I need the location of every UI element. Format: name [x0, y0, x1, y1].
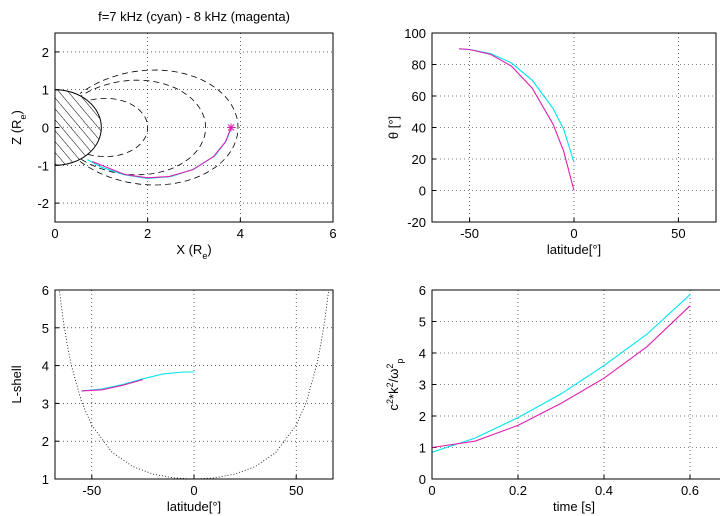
axes-box [431, 32, 717, 223]
y-label: c2*k2/ω2p [385, 359, 405, 411]
label-part: 2 [385, 364, 395, 369]
field-line [81, 79, 207, 176]
field-line [79, 69, 239, 186]
x-tick-label: -50 [82, 483, 101, 498]
axes-background [55, 290, 333, 479]
series-line [432, 305, 691, 449]
series-line [58, 290, 330, 479]
y-label: L-shell [9, 365, 24, 403]
series-line [432, 294, 691, 453]
chart-title: f=7 kHz (cyan) - 8 kHz (magenta) [98, 9, 290, 24]
y-tick-label: 0 [42, 121, 49, 136]
y-tick-label: 2 [419, 409, 426, 424]
x-tick-label: 0 [190, 483, 197, 498]
x-label: latitude[°] [167, 499, 221, 514]
y-tick-label: 3 [42, 396, 49, 411]
y-tick-label: 5 [419, 315, 426, 330]
y-tick-label: 4 [42, 359, 49, 374]
series-line [81, 371, 194, 392]
label-part: ) [9, 110, 24, 114]
x-tick-label: 0 [570, 226, 577, 241]
axes-box [54, 289, 334, 480]
series-line [459, 48, 575, 191]
y-tick-label: 1 [42, 83, 49, 98]
y-tick-label: -2 [37, 196, 49, 211]
y-tick-label: 0 [419, 184, 426, 199]
label-part: c [386, 403, 401, 410]
label-part: /ω [386, 369, 401, 383]
y-tick-label: 2 [42, 434, 49, 449]
y-tick-label: 40 [412, 121, 426, 136]
label-part: 2 [385, 382, 395, 387]
x-tick-label: 50 [671, 226, 685, 241]
y-tick-label: -20 [407, 215, 426, 230]
y-tick-label: 100 [404, 26, 426, 41]
x-tick-label: 50 [289, 483, 303, 498]
series-line [91, 127, 232, 179]
field-line [87, 98, 149, 157]
y-tick-label: 80 [412, 58, 426, 73]
axes: -50 0 50 -20 0 20 40 60 80 100 [404, 26, 717, 241]
label-part: e [18, 115, 28, 120]
x-tick-label: 2 [144, 226, 151, 241]
label-part: e [202, 251, 207, 261]
earth [55, 89, 102, 166]
label-part: Z (R [9, 120, 24, 145]
plot-area [58, 290, 330, 479]
x-tick-label: 0 [51, 226, 58, 241]
x-label: latitude[°] [547, 242, 601, 257]
plot-area [55, 69, 239, 186]
y-tick-label: 2 [42, 45, 49, 60]
y-label: Z (Re) [9, 110, 28, 145]
y-tick-label: 60 [412, 89, 426, 104]
x-tick-label: 0.4 [595, 483, 613, 498]
axes-box [431, 289, 720, 480]
x-tick-label: 4 [237, 226, 244, 241]
label-part: p [395, 359, 405, 364]
x-tick-label: 6 [329, 226, 336, 241]
y-tick-label: 4 [419, 346, 426, 361]
label-part: *k [386, 387, 401, 399]
axes-box [54, 32, 334, 223]
x-tick-label: 0 [428, 483, 435, 498]
plot-area [432, 294, 691, 453]
y-tick-label: 5 [42, 321, 49, 336]
x-tick-label: 0.2 [509, 483, 527, 498]
label-part: ) [207, 242, 211, 257]
y-tick-label: 1 [419, 441, 426, 456]
series-line [81, 379, 144, 392]
y-label: θ [°] [386, 116, 401, 139]
y-tick-label: 0 [419, 472, 426, 487]
label-part: X (R [176, 242, 202, 257]
star-marker [227, 123, 236, 132]
x-tick-label: 0.6 [681, 483, 699, 498]
label-part: 2 [385, 399, 395, 404]
axes: 0 2 4 6 -2 -1 0 1 2 f=7 kHz (cyan) - 8 kHz (magen… [37, 9, 336, 241]
axes: -50 0 50 1 2 3 4 5 6 [42, 283, 334, 498]
y-tick-label: 6 [42, 283, 49, 298]
x-tick-label: -50 [460, 226, 479, 241]
axes: 00.20.40.60.80123456 [419, 283, 720, 498]
x-label: time [s] [553, 499, 595, 514]
y-tick-label: 3 [419, 378, 426, 393]
plot-area [459, 48, 575, 191]
y-tick-label: 1 [42, 472, 49, 487]
y-tick-label: 20 [412, 152, 426, 167]
y-tick-label: -1 [37, 158, 49, 173]
x-label: X (Re) [176, 242, 211, 261]
y-tick-label: 6 [419, 283, 426, 298]
